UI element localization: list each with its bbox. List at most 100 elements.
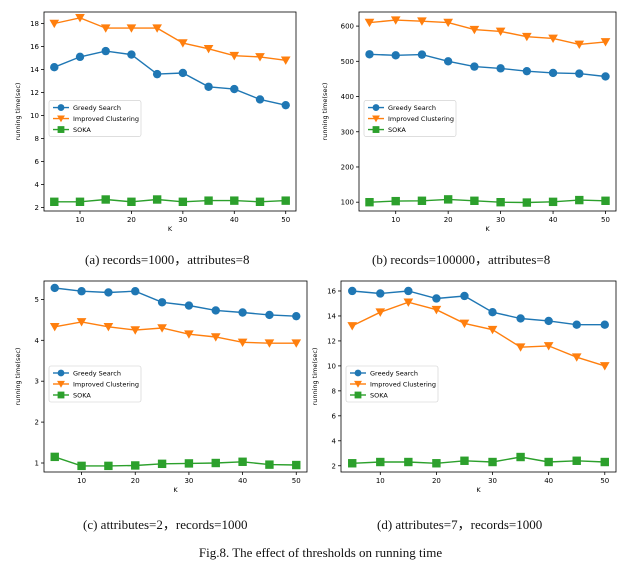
data-point [77,287,86,296]
data-point [365,50,374,59]
data-point [255,95,265,104]
plot-frame [358,11,617,212]
legend-marker [57,391,65,399]
y-tick-label: 14 [327,312,336,320]
data-point [522,66,532,76]
data-point [495,27,506,36]
data-point [403,298,414,307]
data-point [265,460,274,469]
y-tick-label: 2 [35,204,39,212]
x-tick-label: 10 [376,477,385,485]
subplot-caption-d: (d) attributes=7，records=1000 [377,517,543,532]
x-axis-label: K [173,486,178,494]
y-tick-label: 600 [341,23,354,31]
x-tick-label: 30 [488,477,497,485]
data-point [516,452,525,462]
data-point [255,53,265,62]
data-point [443,195,453,204]
x-tick-label: 30 [178,216,187,224]
x-tick-label: 50 [600,477,609,485]
data-point [255,197,265,206]
y-tick-label: 500 [341,58,354,66]
y-tick-label: 8 [35,135,39,143]
y-tick-label: 14 [30,66,39,74]
legend-label: SOKA [73,391,91,399]
legend-label: Improved Clustering [388,115,454,123]
y-tick-label: 200 [341,163,354,171]
data-point [348,459,357,468]
data-point [238,457,247,466]
data-point [432,459,441,468]
data-point [204,82,213,91]
y-axis-label: running time(sec) [311,348,319,406]
y-axis-label: running time(sec) [14,83,22,141]
series-line [54,456,297,467]
legend-marker [354,369,362,377]
data-point [469,25,480,35]
legend-label: Greedy Search [73,104,121,112]
data-point [265,310,274,320]
data-point [516,314,525,323]
data-point [204,196,213,205]
y-tick-label: 100 [341,199,354,207]
data-point [50,452,59,462]
y-tick-label: 4 [35,337,40,345]
data-point [548,34,558,44]
series-greedy-search [50,283,301,321]
series-line [54,321,297,344]
data-point [50,63,59,72]
y-tick-label: 400 [341,93,354,101]
data-point [404,457,413,467]
y-tick-label: 12 [327,337,336,345]
x-tick-label: 40 [544,477,553,485]
legend-label: Greedy Search [388,104,436,112]
data-point [230,84,239,94]
series-improved-clustering [49,13,291,65]
data-point [443,18,453,28]
plot-frame [43,280,308,473]
data-point [211,458,220,468]
data-point [571,353,582,362]
data-point [365,197,374,207]
subplot-caption-b: (b) records=100000，attributes=8 [372,252,551,267]
y-axis-label: running time(sec) [321,83,329,141]
series-line [54,17,286,61]
data-point [184,301,194,310]
data-point [431,305,442,315]
series-greedy-search [50,46,290,110]
data-point [443,57,453,66]
legend-box [345,365,439,403]
y-tick-label: 3 [35,378,39,386]
x-axis-label: K [476,486,481,494]
data-point [522,32,532,42]
legend-box [48,365,142,403]
x-tick-label: 10 [77,477,86,485]
x-tick-label: 40 [238,477,247,485]
x-tick-label: 30 [184,477,193,485]
data-point [130,326,141,335]
y-tick-label: 2 [35,419,39,427]
data-point [572,456,581,465]
data-point [203,45,214,54]
data-point [101,195,110,204]
y-tick-label: 10 [327,362,336,370]
data-point [49,323,60,332]
series-line [54,198,286,203]
data-point [178,197,188,206]
x-tick-label: 20 [444,216,453,224]
legend-label: Improved Clustering [73,115,139,123]
data-point [496,64,505,73]
data-point [599,362,610,371]
legend-label: Improved Clustering [370,380,436,388]
y-tick-label: 300 [341,128,354,136]
data-point [264,339,275,348]
data-point [157,324,167,333]
x-tick-label: 20 [432,477,441,485]
data-point [49,19,60,29]
data-point [601,72,610,81]
data-point [75,197,85,206]
